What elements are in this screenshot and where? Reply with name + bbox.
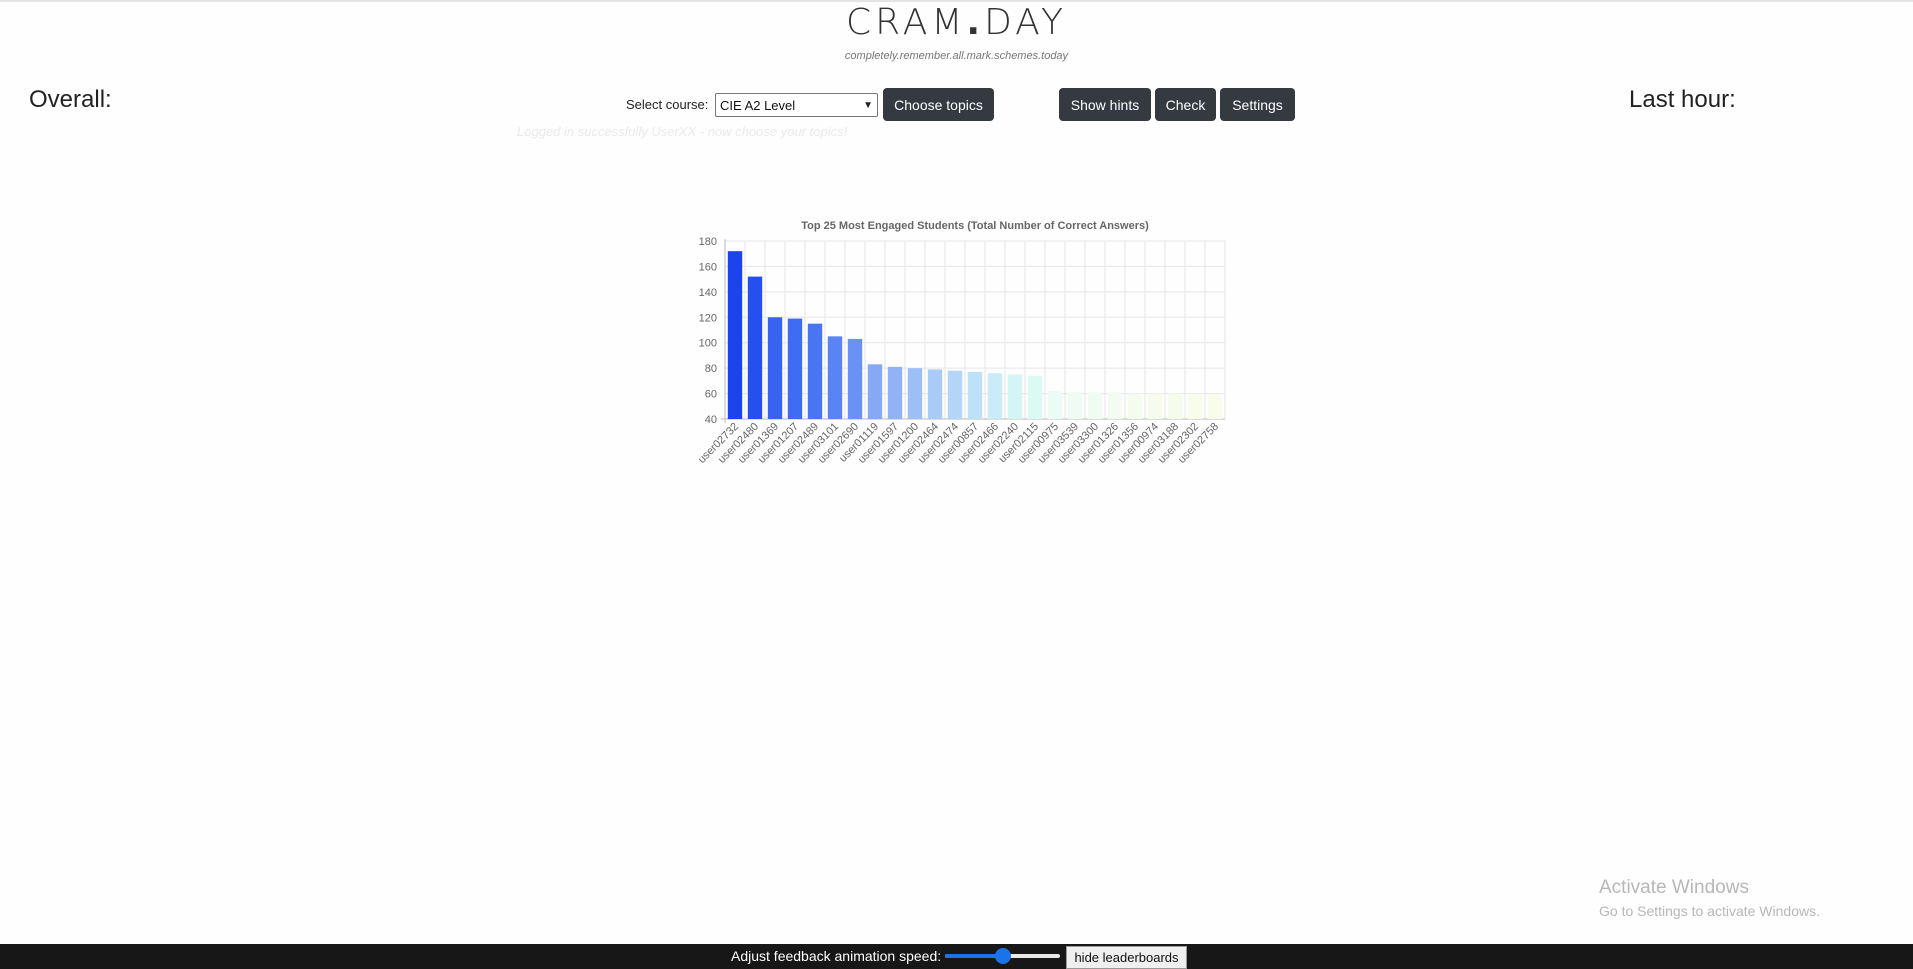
logo-dot: . [966,2,985,43]
bar [827,336,843,419]
slider-fill [945,954,1003,958]
settings-button[interactable]: Settings [1220,88,1295,121]
bar [1027,375,1043,419]
bar [867,364,883,419]
chevron-down-icon: ▼ [863,99,873,111]
top-border [0,0,1913,2]
bar [1147,393,1163,419]
bar [1207,394,1223,419]
hide-leaderboards-button[interactable]: hide leaderboards [1066,946,1187,969]
footer-bar: Adjust feedback animation speed: hide le… [0,944,1913,969]
logo-text-left: CRAM [846,2,967,43]
slider-thumb[interactable] [994,948,1011,964]
bar [907,368,923,419]
bar [947,370,963,419]
logo-text-right: DAY [984,2,1067,43]
course-select[interactable]: CIE A2 Level ▼ [715,93,878,117]
overall-label: Overall: [29,86,112,113]
tagline: completely.remember.all.mark.schemes.tod… [844,50,1069,62]
bar [987,373,1003,419]
show-hints-button[interactable]: Show hints [1059,88,1151,121]
y-tick-label: 100 [699,338,717,350]
bar [1127,393,1143,419]
course-select-value: CIE A2 Level [720,97,796,113]
chart-title: Top 25 Most Engaged Students (Total Numb… [801,220,1149,232]
bar [727,251,743,419]
bar [747,276,763,419]
course-select-label: Select course: [626,97,709,112]
bar [1187,394,1203,419]
animation-speed-slider[interactable] [945,948,1060,964]
windows-activation-subtitle: Go to Settings to activate Windows. [1599,903,1820,919]
bar [807,323,823,419]
last-hour-label: Last hour: [1629,86,1736,113]
app-logo: CRAM.DAY [0,2,1913,43]
y-tick-label: 40 [705,414,717,426]
bar [967,371,983,419]
bar [1007,374,1023,419]
y-tick-label: 60 [705,389,717,401]
windows-activation-title: Activate Windows [1599,877,1749,898]
leaderboard-chart: Top 25 Most Engaged Students (Total Numb… [696,220,1226,466]
y-tick-label: 180 [699,236,717,248]
bar [847,338,863,419]
bar [1087,392,1103,419]
y-tick-label: 80 [705,363,717,375]
bar [1107,392,1123,419]
bar [887,366,903,419]
bar [767,317,783,419]
bar [1047,391,1063,419]
y-tick-label: 140 [699,287,717,299]
bar [787,318,803,419]
check-button[interactable]: Check [1155,88,1216,121]
animation-speed-label: Adjust feedback animation speed: [731,948,942,964]
choose-topics-button[interactable]: Choose topics [883,88,994,121]
y-tick-label: 160 [699,261,717,273]
bar [927,369,943,419]
bar [1067,392,1083,419]
login-status-message: Logged in successfully UserXX - now choo… [517,124,848,139]
y-tick-label: 120 [699,312,717,324]
bar [1167,393,1183,419]
